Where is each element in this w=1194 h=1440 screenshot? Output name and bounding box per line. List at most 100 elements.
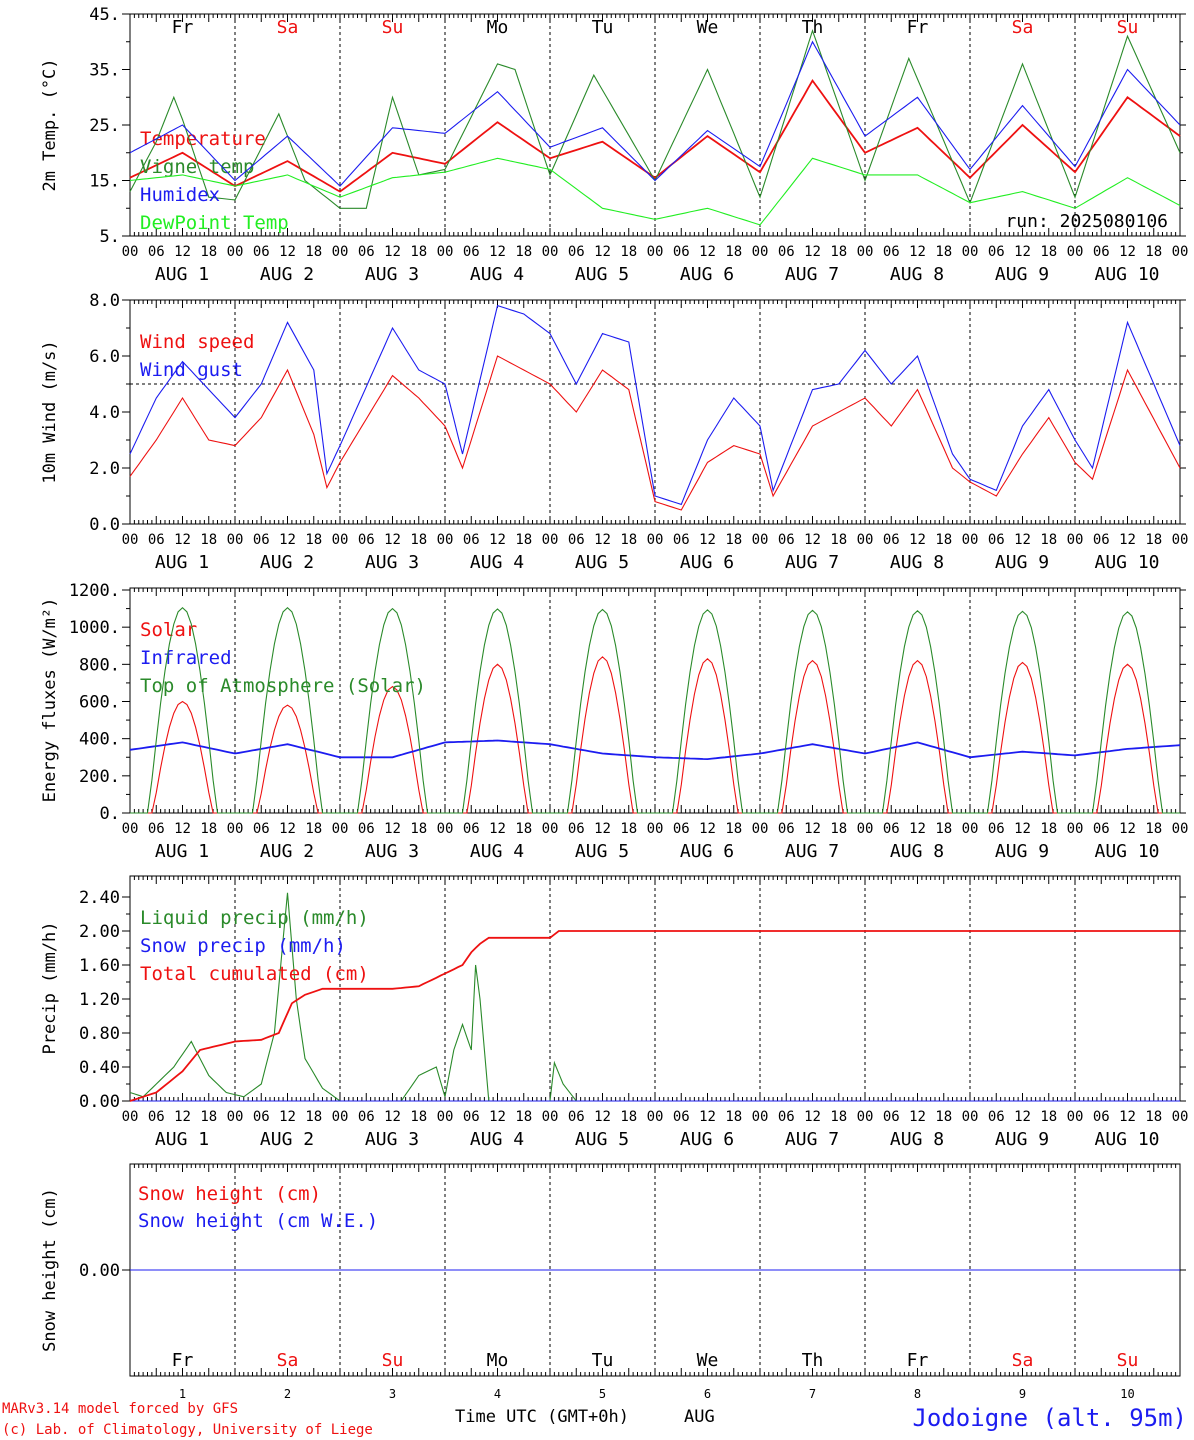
weekday-label: We [697, 17, 719, 38]
day-number: 2 [284, 1387, 291, 1401]
day-number: 10 [1120, 1387, 1134, 1401]
station-title: Jodoigne (alt. 95m) [912, 1404, 1187, 1432]
y-tick-label: 1200. [69, 581, 120, 601]
day-number: 1 [179, 1387, 186, 1401]
hour-label: 00 [122, 1109, 139, 1125]
series-line [129, 304, 1181, 506]
day-label: AUG 6 [680, 552, 734, 573]
day-label: AUG 3 [365, 264, 419, 285]
hour-label: 00 [227, 532, 244, 548]
series-line [129, 355, 1181, 511]
hour-label: 00 [1172, 244, 1189, 260]
legend-entry: Humidex [140, 184, 220, 206]
day-label: AUG 10 [1094, 1129, 1159, 1150]
hour-label: 18 [200, 532, 217, 548]
day-label: AUG 7 [785, 1129, 839, 1150]
weekday-label: Tu [592, 1350, 614, 1371]
hour-label: 12 [279, 532, 296, 548]
day-label: AUG 2 [260, 841, 314, 862]
panel-2: 0.0 2.0 4.0 6.0 8.0 10m Wind (m/s) 00 06 12 18 AUG… [40, 291, 1188, 573]
weekday-label: Sa [277, 17, 299, 38]
hour-label: 00 [752, 821, 769, 837]
weekday-label: Sa [1012, 1350, 1034, 1371]
hour-label: 12 [489, 1109, 506, 1125]
hour-label: 12 [1014, 1109, 1031, 1125]
hour-label: 06 [568, 532, 585, 548]
day-label: AUG 9 [995, 264, 1049, 285]
legend-entry: Wind speed [140, 331, 254, 353]
hour-label: 00 [962, 244, 979, 260]
hour-label: 06 [883, 1109, 900, 1125]
hour-label: 00 [542, 821, 559, 837]
panel-4: 0.00 0.40 0.80 1.20 1.60 2.00 2.40 Precip (mm/h… [40, 875, 1188, 1150]
hour-label: 12 [594, 532, 611, 548]
hour-label: 06 [673, 532, 690, 548]
hour-label: 06 [673, 1109, 690, 1125]
hour-label: 06 [148, 821, 165, 837]
hour-label: 12 [699, 821, 716, 837]
panel-frame [129, 299, 1181, 525]
weekday-label: Sa [277, 1350, 299, 1371]
panel-frame [129, 587, 1181, 814]
hour-label: 12 [1119, 244, 1136, 260]
hour-label: 18 [620, 821, 637, 837]
hour-label: 00 [542, 532, 559, 548]
hour-label: 12 [594, 821, 611, 837]
hour-label: 12 [909, 244, 926, 260]
series-line [130, 606, 1180, 814]
hour-label: 12 [909, 532, 926, 548]
hour-label: 06 [673, 244, 690, 260]
hour-label: 06 [1093, 532, 1110, 548]
legend-entry: Infrared [140, 647, 232, 669]
weekday-label: Mo [487, 1350, 509, 1371]
day-label: AUG 10 [1094, 264, 1159, 285]
legend-entry: Vigne temp [140, 156, 254, 178]
hour-label: 00 [227, 244, 244, 260]
hour-label: 18 [830, 1109, 847, 1125]
hour-label: 18 [1040, 1109, 1057, 1125]
panel-3: 0. 200. 400. 600. 800. 1000. 1200. Energy fluxe… [40, 581, 1188, 862]
legend-entry: Top of Atmosphere (Solar) [140, 675, 426, 697]
legend-entry: Solar [140, 619, 197, 641]
day-label: AUG 8 [890, 264, 944, 285]
hour-label: 18 [830, 244, 847, 260]
day-label: AUG 1 [155, 264, 209, 285]
weekday-label: Fr [907, 1350, 929, 1371]
day-label: AUG 10 [1094, 841, 1159, 862]
y-tick-label: 0.80 [79, 1024, 120, 1044]
panel-5: 0.00 Snow height (cm) Fr Sa Su Mo Tu We Th Fr Sa Su… [40, 1163, 1186, 1401]
hour-label: 00 [1067, 821, 1084, 837]
day-number: 5 [599, 1387, 606, 1401]
hour-label: 18 [305, 821, 322, 837]
hour-label: 06 [988, 821, 1005, 837]
day-label: AUG 2 [260, 1129, 314, 1150]
day-label: AUG 6 [680, 1129, 734, 1150]
hour-label: 00 [227, 1109, 244, 1125]
day-number: 4 [494, 1387, 501, 1401]
hour-label: 06 [148, 532, 165, 548]
day-label: AUG 2 [260, 552, 314, 573]
legend-entry: Total cumulated (cm) [140, 963, 369, 985]
time-axis-label: Time UTC (GMT+0h) [455, 1407, 629, 1427]
hour-label: 18 [515, 821, 532, 837]
lab-credit: (c) Lab. of Climatology, University of L… [2, 1422, 373, 1438]
legend-entry: Snow height (cm W.E.) [138, 1210, 378, 1232]
hour-label: 12 [489, 821, 506, 837]
legend-entry: Liquid precip (mm/h) [140, 907, 369, 929]
hour-label: 06 [358, 532, 375, 548]
hour-label: 18 [305, 244, 322, 260]
hour-label: 00 [962, 821, 979, 837]
hour-label: 18 [1145, 821, 1162, 837]
day-label: AUG 5 [575, 552, 629, 573]
hour-label: 00 [332, 244, 349, 260]
weekday-label: Mo [487, 17, 509, 38]
y-tick-label: 15. [89, 172, 120, 192]
hour-label: 00 [857, 821, 874, 837]
hour-label: 18 [515, 244, 532, 260]
hour-label: 12 [174, 1109, 191, 1125]
hour-label: 06 [778, 821, 795, 837]
hour-label: 18 [200, 244, 217, 260]
weekday-label: Fr [907, 17, 929, 38]
weekday-label: Su [382, 17, 404, 38]
